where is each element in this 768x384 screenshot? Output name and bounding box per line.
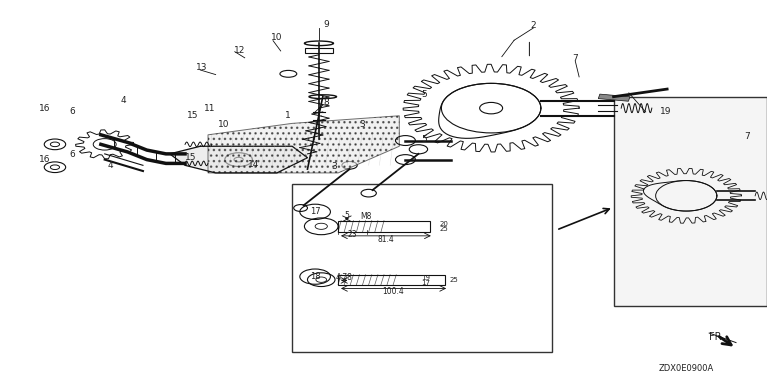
Text: 12: 12 — [234, 46, 246, 55]
Text: 5: 5 — [422, 135, 428, 144]
Text: 8: 8 — [324, 98, 329, 107]
Text: 5: 5 — [421, 89, 427, 99]
Text: 11: 11 — [204, 104, 215, 113]
Text: ZDX0E0900A: ZDX0E0900A — [659, 364, 714, 372]
Text: 3: 3 — [359, 120, 366, 129]
Text: 17: 17 — [310, 207, 320, 216]
Polygon shape — [208, 116, 399, 173]
Text: 1: 1 — [285, 111, 290, 120]
Text: 9: 9 — [324, 20, 329, 29]
Text: 23: 23 — [348, 230, 357, 239]
Bar — [338, 275, 445, 285]
Text: 7: 7 — [745, 132, 750, 141]
Text: 5: 5 — [344, 211, 349, 220]
Bar — [598, 94, 630, 101]
Bar — [338, 220, 430, 232]
Bar — [305, 48, 333, 53]
Text: 14: 14 — [248, 160, 260, 169]
Text: 16: 16 — [38, 104, 50, 113]
Text: 100.4: 100.4 — [382, 287, 404, 296]
Text: 4.78: 4.78 — [336, 273, 353, 282]
Text: 13: 13 — [196, 63, 207, 72]
Text: 19: 19 — [660, 107, 671, 116]
Text: 81.4: 81.4 — [377, 235, 394, 244]
Text: 6: 6 — [70, 107, 75, 116]
Text: 25: 25 — [449, 277, 458, 283]
Text: M8: M8 — [360, 212, 371, 220]
Polygon shape — [170, 146, 307, 173]
Text: 20: 20 — [439, 222, 448, 227]
Bar — [292, 184, 552, 352]
Text: 25: 25 — [439, 226, 448, 232]
Text: 15: 15 — [185, 153, 197, 162]
Text: 16: 16 — [38, 155, 50, 164]
Text: 17: 17 — [421, 280, 430, 286]
Bar — [614, 97, 766, 306]
Text: FR.: FR. — [710, 332, 724, 342]
Text: 4: 4 — [108, 161, 114, 170]
Text: 18: 18 — [310, 272, 320, 281]
Text: 4: 4 — [121, 96, 127, 105]
Text: 3: 3 — [331, 162, 337, 170]
Text: 2: 2 — [531, 20, 536, 30]
Text: 10: 10 — [217, 120, 229, 129]
Text: 7: 7 — [572, 54, 578, 63]
Text: 10: 10 — [271, 33, 283, 42]
Text: 15: 15 — [187, 111, 198, 120]
Text: 19: 19 — [421, 275, 430, 281]
Text: 6: 6 — [70, 150, 75, 159]
